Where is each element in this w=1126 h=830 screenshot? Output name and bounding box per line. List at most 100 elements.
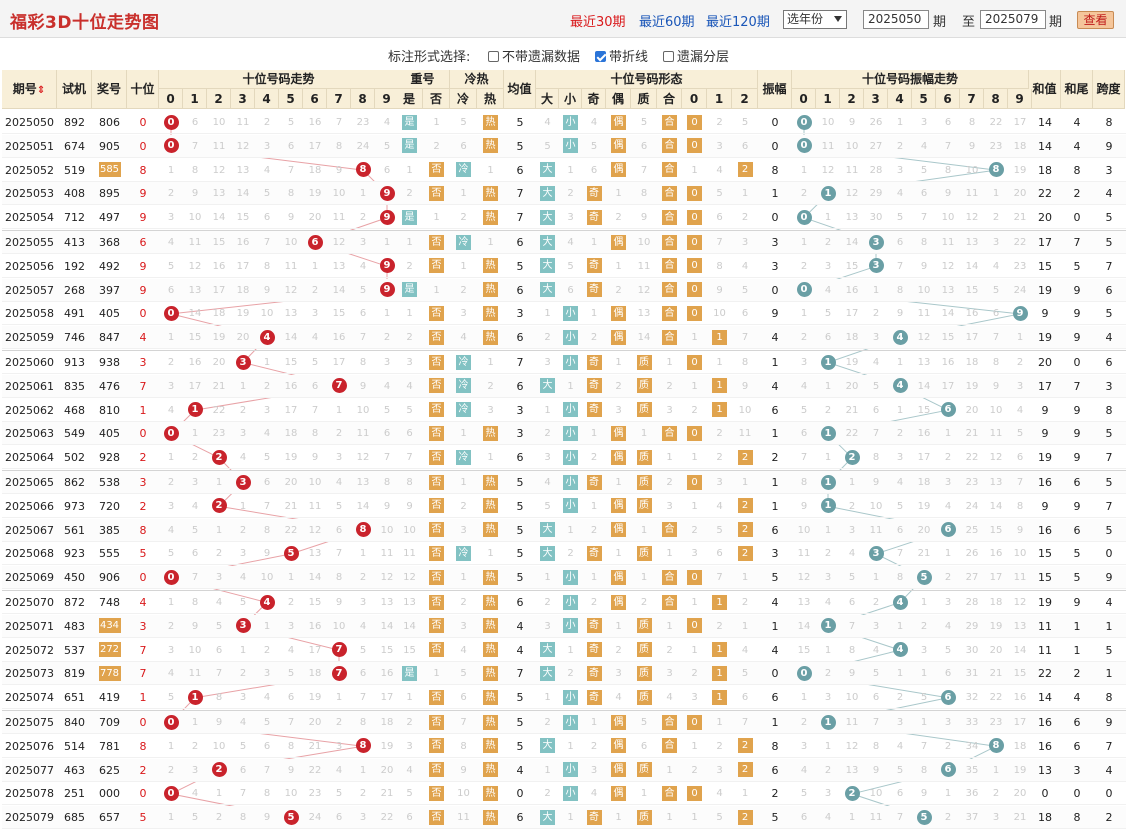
amp-trend-miss: 19 (989, 620, 1003, 632)
recent-120-link[interactable]: 最近120期 (706, 15, 770, 30)
repeat-no-badge: 否 (429, 809, 444, 825)
tail-cell: 9 (1073, 596, 1081, 609)
header-form-5: 合 (657, 89, 682, 109)
amp-trend-hit: 6 (936, 399, 960, 422)
amp-trend-miss: 24 (965, 500, 979, 512)
trend-miss: 17 (236, 260, 250, 272)
form-miss: 14 (637, 332, 651, 344)
repeat-yes-miss: 4 (406, 764, 413, 776)
form-miss: 2 (691, 524, 698, 536)
amp-trend-miss: 10 (869, 788, 883, 800)
trend-miss: 16 (308, 117, 322, 128)
miss-layer-checkbox[interactable] (663, 51, 674, 62)
amp-trend-miss: 20 (917, 524, 931, 536)
amp-cell: 1 (771, 716, 779, 729)
form-hit-badge: 小 (563, 689, 578, 705)
amp-trend-miss: 4 (1016, 404, 1024, 416)
trend-miss: 14 (308, 572, 322, 584)
sort-icon[interactable]: ⇕ (36, 85, 46, 96)
cold-tag-badge: 冷 (456, 402, 471, 418)
amp-trend-miss: 1 (920, 597, 928, 608)
recent-30-link[interactable]: 最近30期 (570, 15, 626, 30)
period-cell: 2025069 (5, 571, 54, 585)
query-button[interactable]: 查看 (1077, 11, 1114, 29)
table-row: 2025071 483 434 3 2 9 5 3 1 3 16 10 4 14 14 否 3 热 4 3 小奇 1 质 1 0… (2, 614, 1126, 638)
form-hit-badge: 合 (662, 305, 677, 321)
trend-miss: 16 (212, 260, 226, 272)
form-miss: 1 (640, 788, 648, 800)
amp-trend-miss: 1 (944, 428, 952, 440)
miss-layer-option[interactable]: 遗漏分层 (663, 46, 729, 65)
form-miss: 1 (640, 572, 648, 584)
amp-trend-miss: 9 (920, 260, 928, 272)
trend-miss: 7 (287, 717, 295, 728)
trend-hit: 2 (207, 446, 231, 469)
trend-miss: 4 (167, 237, 175, 248)
tail-cell: 6 (1073, 476, 1081, 489)
amp-trend-miss: 10 (821, 117, 835, 128)
prize-cell: 434 (92, 615, 127, 638)
form-miss: 5 (716, 812, 723, 824)
form-miss: 3 (615, 668, 622, 680)
amp-trend-miss: 11 (941, 237, 955, 248)
repeat-no-badge: 否 (429, 305, 444, 321)
sum-cell: 14 (1038, 116, 1052, 129)
recent-60-link[interactable]: 最近60期 (639, 15, 695, 30)
amp-cell: 8 (771, 163, 779, 177)
polyline-option[interactable]: 带折线 (595, 46, 648, 65)
no-miss-option[interactable]: 不带遗漏数据 (488, 46, 580, 65)
period-end-input[interactable]: 2025079 (980, 10, 1046, 29)
amp-trend-miss: 8 (1016, 500, 1024, 512)
trend-miss: 11 (212, 140, 226, 152)
period-start-input[interactable]: 2025050 (863, 10, 929, 29)
header-repeat: 重号 (396, 70, 450, 89)
tail-cell: 7 (1073, 379, 1081, 393)
trend-hit-badge: 2 (211, 498, 227, 514)
polyline-checkbox[interactable] (595, 51, 606, 62)
amp-trend-miss: 1 (896, 117, 904, 128)
form-miss: 2 (691, 404, 698, 416)
tens-cell: 0 (139, 571, 147, 585)
form-miss: 3 (615, 404, 622, 416)
trend-miss: 19 (212, 332, 226, 344)
amp-cell: 4 (771, 379, 779, 393)
trend-miss: 16 (332, 332, 346, 344)
trial-cell: 192 (64, 259, 85, 273)
form-hit-badge: 大 (540, 209, 555, 225)
header-amp-digit-9: 9 (1008, 89, 1032, 109)
amp-trend-miss: 3 (824, 692, 832, 704)
trend-hit: 4 (255, 326, 279, 349)
amp-trend-miss: 6 (800, 428, 808, 440)
form-miss: 3 (691, 548, 698, 560)
form-hit: 大 (536, 182, 559, 205)
form-hit: 2 (732, 806, 758, 829)
cold-miss: 1 (460, 572, 467, 584)
trial-cell: 413 (64, 236, 85, 249)
form-hit-badge: 2 (737, 762, 753, 778)
header-period[interactable]: 期号⇕ (2, 70, 57, 109)
trend-miss: 13 (332, 260, 346, 272)
year-select[interactable]: 选年份 (783, 10, 847, 29)
form-miss: 1 (590, 572, 598, 584)
span-cell: 6 (1105, 356, 1113, 369)
no-miss-checkbox[interactable] (488, 51, 499, 62)
trend-miss: 8 (263, 524, 271, 536)
trend-miss: 1 (335, 692, 343, 704)
amp-trend-miss: 2 (800, 188, 808, 200)
amp-trend-miss: 2 (800, 260, 808, 272)
form-miss: 2 (590, 740, 598, 752)
header-amp-digit-8: 8 (984, 89, 1008, 109)
trend-miss: 1 (167, 740, 175, 752)
hot-miss: 3 (487, 404, 494, 416)
polyline-label: 带折线 (609, 50, 649, 65)
sum-cell: 14 (1038, 139, 1052, 153)
prize-cell: 905 (99, 139, 120, 153)
trend-miss: 5 (239, 740, 247, 752)
amp-trend-hit: 0 (792, 111, 816, 134)
amp-trend-miss: 2 (872, 597, 880, 608)
hot-miss: 1 (487, 357, 494, 368)
amp-cell: 5 (771, 571, 779, 585)
trend-hit-badge: 9 (379, 282, 395, 298)
hot-tag-badge: 热 (483, 522, 498, 538)
trend-hit: 7 (327, 662, 351, 685)
